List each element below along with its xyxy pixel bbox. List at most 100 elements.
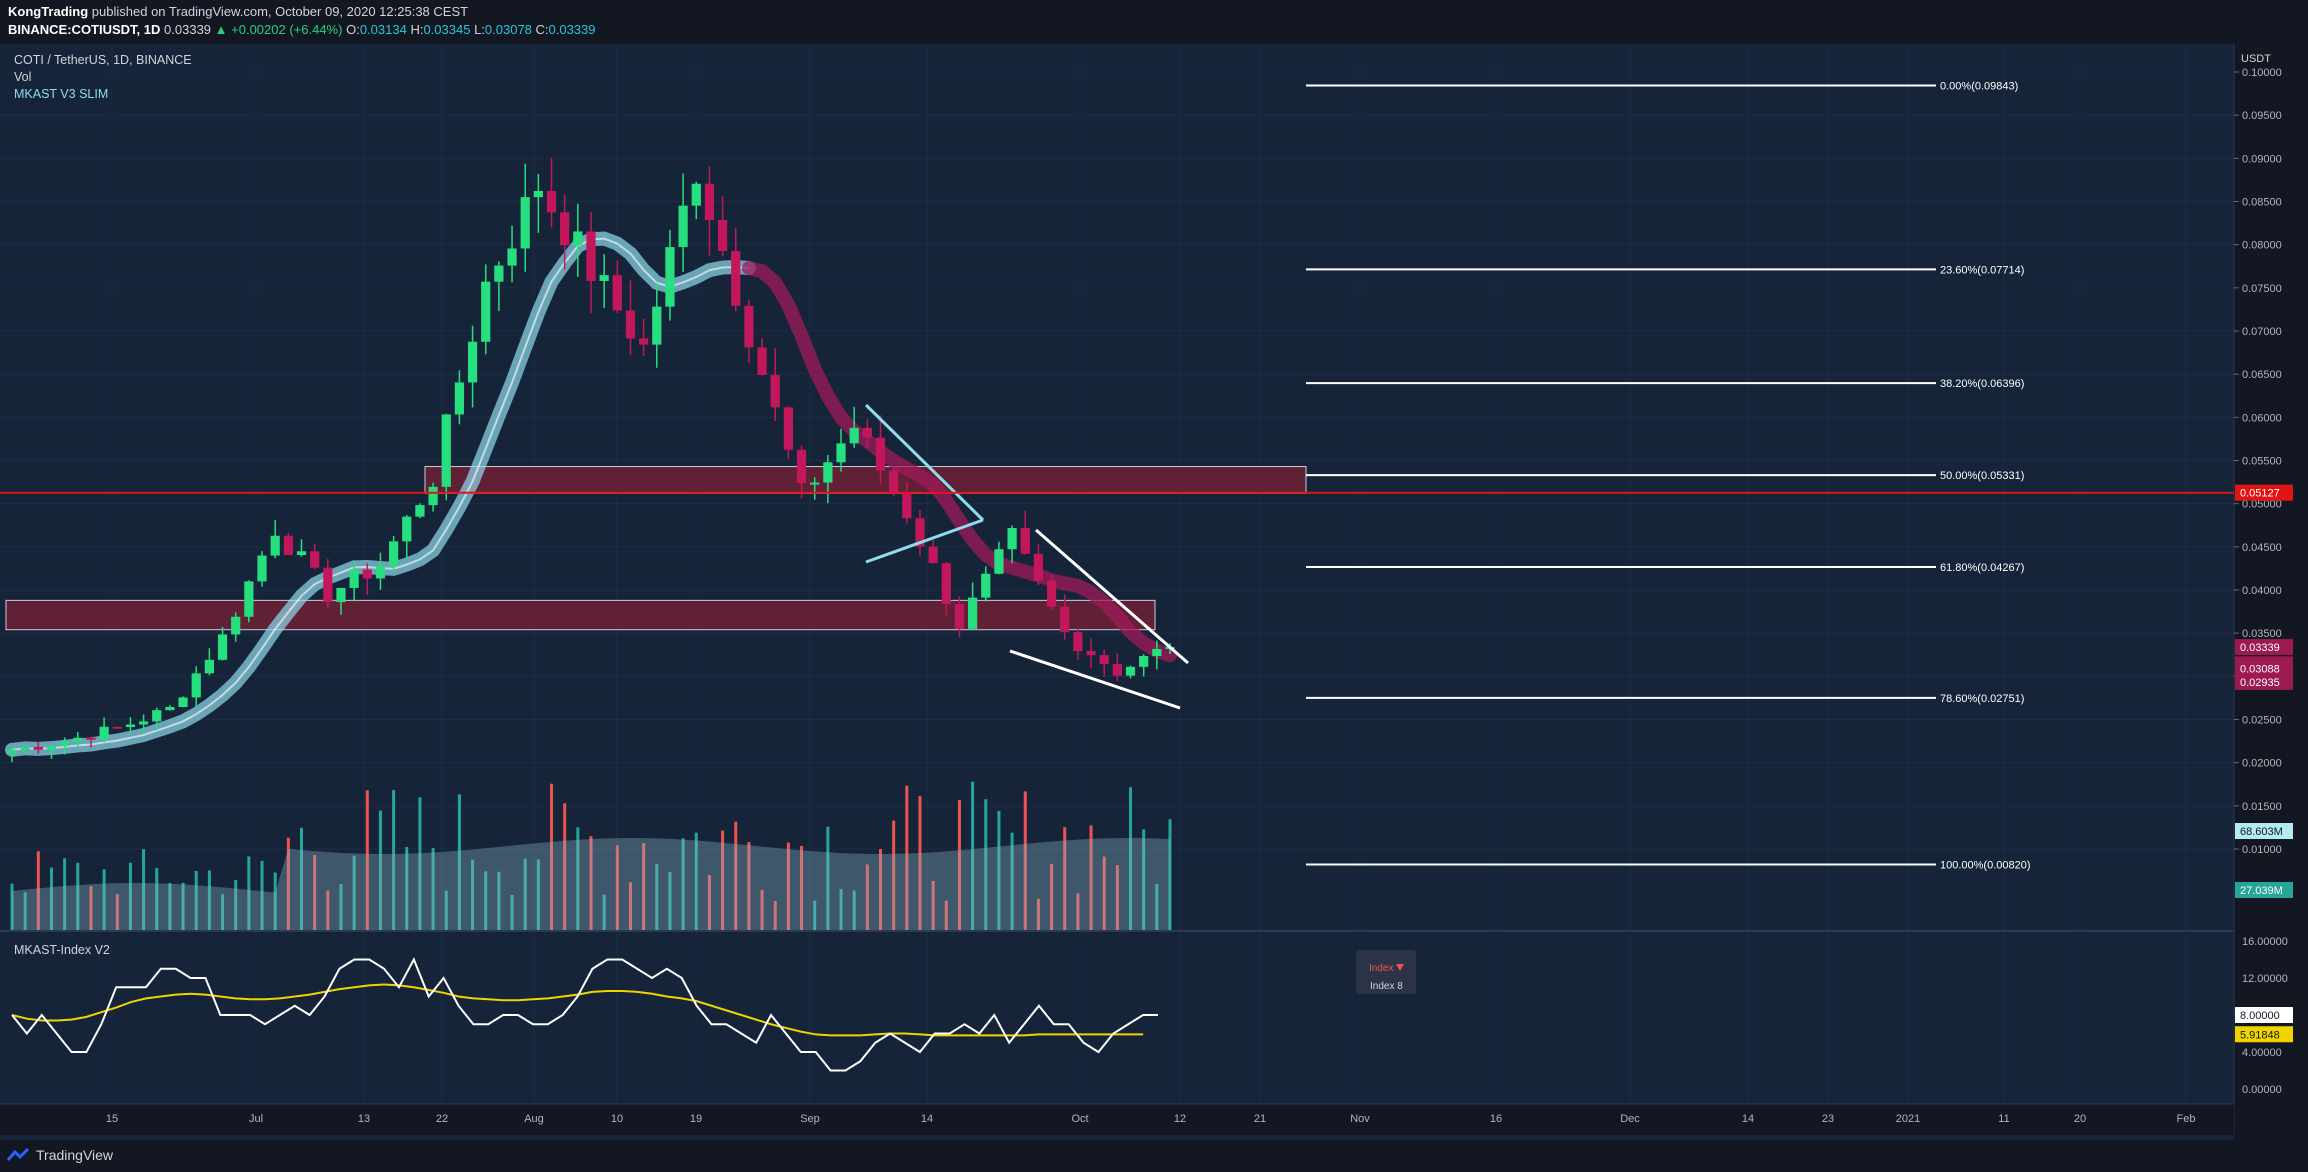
volume-bar[interactable]: [352, 855, 356, 931]
candle-body[interactable]: [1099, 655, 1109, 664]
index-line[interactable]: [11, 957, 1158, 1072]
volume-bar[interactable]: [865, 864, 869, 931]
candle-body[interactable]: [928, 546, 938, 564]
candle-body[interactable]: [375, 565, 386, 579]
candle-body[interactable]: [323, 567, 333, 603]
candle-body[interactable]: [875, 437, 886, 471]
candle-body[interactable]: [810, 482, 820, 485]
candle-body[interactable]: [520, 197, 530, 249]
volume-bar[interactable]: [378, 810, 382, 931]
volume-bar[interactable]: [326, 890, 330, 931]
candle-body[interactable]: [862, 427, 872, 438]
wedge-upper-line[interactable]: [1035, 528, 1189, 665]
volume-bar[interactable]: [418, 797, 422, 931]
volume-bar[interactable]: [668, 871, 672, 931]
volume-bar[interactable]: [1168, 819, 1172, 931]
volume-bar[interactable]: [944, 900, 948, 931]
candle-body[interactable]: [60, 741, 70, 747]
candle-body[interactable]: [691, 183, 701, 206]
candle-body[interactable]: [481, 281, 491, 342]
legend-vol[interactable]: Vol: [14, 70, 31, 84]
candle-body[interactable]: [573, 231, 583, 246]
volume-bar[interactable]: [655, 863, 659, 931]
candle-body[interactable]: [1139, 655, 1149, 667]
volume-bar[interactable]: [194, 870, 198, 931]
volume-bar[interactable]: [273, 872, 277, 931]
candle-body[interactable]: [441, 414, 451, 487]
candle-body[interactable]: [849, 427, 859, 444]
candle-body[interactable]: [915, 518, 925, 547]
volume-bar[interactable]: [1089, 825, 1093, 931]
candle-body[interactable]: [533, 190, 543, 198]
volume-bar[interactable]: [536, 859, 540, 931]
volume-bar[interactable]: [1115, 865, 1119, 931]
candle-body[interactable]: [665, 247, 675, 307]
candle-body[interactable]: [1033, 553, 1044, 581]
candle-body[interactable]: [612, 275, 622, 311]
candle-body[interactable]: [73, 737, 83, 742]
candle-body[interactable]: [7, 749, 17, 754]
volume-bar[interactable]: [826, 826, 830, 931]
volume-bar[interactable]: [365, 790, 369, 931]
volume-bar[interactable]: [786, 842, 790, 931]
volume-bar[interactable]: [1050, 863, 1054, 931]
candle-body[interactable]: [678, 205, 688, 248]
candle-body[interactable]: [1125, 666, 1136, 676]
volume-bar[interactable]: [694, 832, 698, 931]
volume-bar[interactable]: [1076, 893, 1080, 931]
candle-body[interactable]: [125, 724, 136, 728]
volume-bar[interactable]: [471, 859, 475, 931]
candle-body[interactable]: [1046, 580, 1057, 607]
volume-bar[interactable]: [168, 882, 172, 931]
volume-bar[interactable]: [918, 796, 922, 931]
volume-bar[interactable]: [392, 790, 396, 931]
volume-bar[interactable]: [971, 781, 975, 931]
candle-body[interactable]: [1073, 632, 1083, 652]
candle-body[interactable]: [731, 251, 741, 306]
volume-bar[interactable]: [721, 830, 725, 931]
candle-body[interactable]: [349, 569, 359, 588]
volume-bar[interactable]: [642, 843, 646, 931]
legend-pair[interactable]: COTI / TetherUS, 1D, BINANCE: [14, 53, 192, 67]
volume-bar[interactable]: [300, 827, 303, 931]
volume-bar[interactable]: [813, 900, 817, 931]
volume-bar[interactable]: [550, 783, 554, 931]
candle-body[interactable]: [336, 587, 346, 603]
volume-bar[interactable]: [1036, 898, 1040, 931]
candle-body[interactable]: [244, 581, 254, 617]
candle-body[interactable]: [20, 746, 30, 750]
volume-bar[interactable]: [707, 875, 711, 931]
candle-body[interactable]: [389, 541, 399, 566]
volume-bar[interactable]: [800, 845, 804, 931]
publisher-name[interactable]: KongTrading: [8, 4, 89, 19]
candle-body[interactable]: [467, 341, 478, 383]
candle-body[interactable]: [402, 516, 412, 542]
volume-bar[interactable]: [892, 820, 896, 931]
volume-bar[interactable]: [734, 821, 738, 931]
candle-body[interactable]: [310, 551, 320, 568]
candle-body[interactable]: [968, 597, 978, 629]
volume-bar[interactable]: [155, 868, 159, 931]
volume-bar[interactable]: [839, 889, 843, 931]
candle-body[interactable]: [994, 549, 1004, 574]
candle-body[interactable]: [981, 573, 991, 598]
volume-bar[interactable]: [879, 849, 882, 931]
volume-bar[interactable]: [1155, 883, 1159, 931]
volume-bar[interactable]: [286, 837, 290, 931]
candle-body[interactable]: [954, 603, 965, 629]
candle-body[interactable]: [1060, 606, 1070, 633]
candle-body[interactable]: [770, 374, 780, 408]
volume-bar[interactable]: [905, 785, 909, 931]
volume-bar[interactable]: [102, 869, 106, 931]
candle-body[interactable]: [33, 746, 43, 750]
volume-bar[interactable]: [760, 889, 764, 931]
volume-bar[interactable]: [628, 882, 632, 931]
candle-body[interactable]: [1007, 528, 1017, 550]
volume-bar[interactable]: [444, 890, 448, 931]
candle-body[interactable]: [270, 535, 280, 556]
volume-bar[interactable]: [405, 847, 409, 931]
volume-bar[interactable]: [773, 900, 777, 931]
legend-sub-indicator[interactable]: MKAST-Index V2: [14, 943, 110, 957]
candle-body[interactable]: [744, 305, 754, 348]
volume-bar[interactable]: [234, 879, 238, 931]
